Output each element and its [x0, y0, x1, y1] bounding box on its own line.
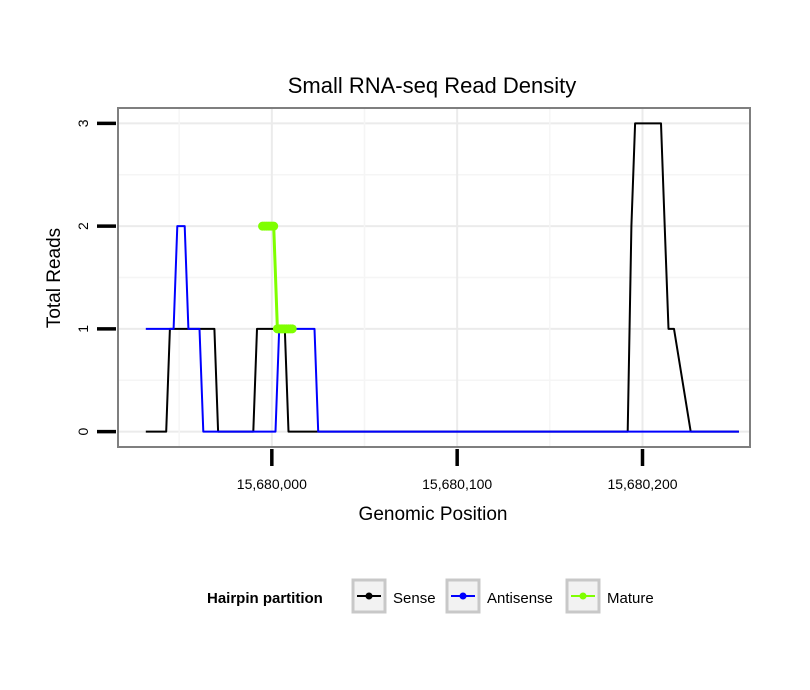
legend-key-point [579, 592, 587, 600]
legend-title: Hairpin partition [207, 590, 323, 607]
y-tick-label: 0 [75, 427, 91, 435]
legend-key-point [365, 592, 373, 600]
y-tick-label: 2 [75, 222, 91, 230]
x-axis: 15,680,000 15,680,100 15,680,200 [237, 449, 678, 492]
x-tick-label: 15,680,200 [607, 476, 677, 492]
y-tick-label: 3 [75, 119, 91, 127]
y-tick-label: 1 [75, 325, 91, 333]
data-point-mature [287, 324, 297, 334]
x-tick-label: 15,680,000 [237, 476, 307, 492]
y-axis: 0 1 2 3 [75, 119, 116, 435]
x-tick-label: 15,680,100 [422, 476, 492, 492]
legend-key-point [459, 592, 467, 600]
series-line-antisense [145, 225, 739, 433]
plot-panel-border [117, 107, 751, 448]
legend: Hairpin partition Sense Antisense Mature [207, 578, 654, 614]
legend-label-mature: Mature [607, 590, 654, 607]
legend-label-sense: Sense [393, 590, 436, 607]
chart-title: Small RNA-seq Read Density [288, 73, 577, 98]
series-lines [145, 122, 739, 433]
x-axis-label: Genomic Position [359, 504, 508, 525]
legend-label-antisense: Antisense [487, 590, 553, 607]
y-axis-label: Total Reads [44, 228, 65, 328]
data-point-mature [269, 221, 279, 231]
grid [118, 108, 750, 447]
